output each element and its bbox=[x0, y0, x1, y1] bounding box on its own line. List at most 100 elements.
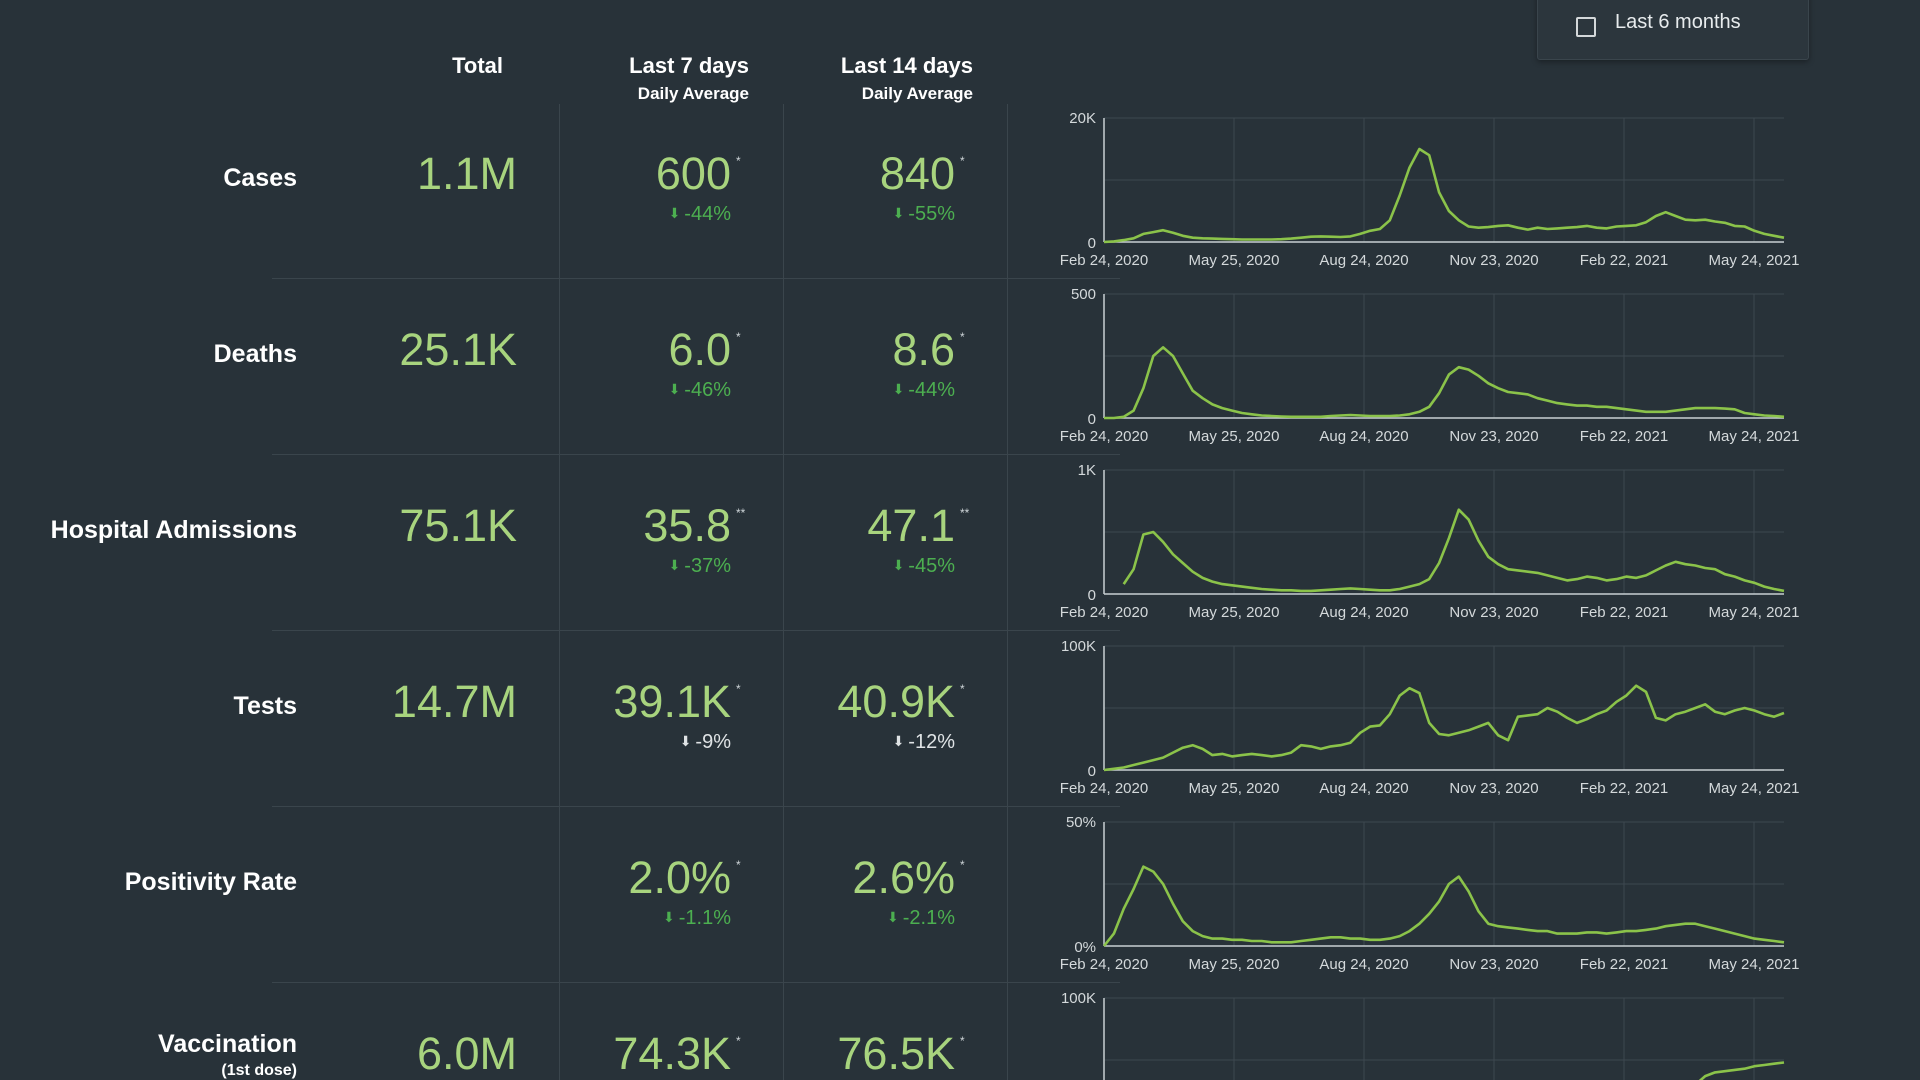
series-line-positivity-rate bbox=[1102, 865, 1785, 947]
last-6-months-label[interactable]: Last 6 months bbox=[1615, 11, 1741, 33]
hospital-admissions-trend-chart: 0 1K Feb 24, 2020 May 25, 2020 Aug 24, 2020 N… bbox=[1060, 462, 1800, 621]
y-tick-label: 0 bbox=[1088, 587, 1096, 604]
y-tick-label: 100K bbox=[1061, 990, 1096, 1007]
down-arrow-icon: ⬇ bbox=[668, 557, 681, 573]
last7-change-hospital-admissions: ⬇ -37% bbox=[668, 555, 731, 577]
last14-value-deaths: 8.6 bbox=[892, 324, 955, 375]
x-tick-label: Feb 22, 2021 bbox=[1580, 780, 1668, 797]
y-tick-label: 500 bbox=[1071, 286, 1096, 303]
last7-value-deaths: 6.0 bbox=[668, 324, 731, 375]
cases-trend-chart: 0 20K Feb 24, 2020 May 25, 2020 Aug 24, 2020… bbox=[1060, 110, 1800, 269]
footnote-mark: * bbox=[960, 858, 965, 872]
total-value-deaths: 25.1K bbox=[399, 324, 517, 375]
x-tick-label: Feb 24, 2020 bbox=[1060, 604, 1148, 621]
column-header-last-14-days: Last 14 days Daily Average bbox=[840, 53, 973, 103]
row-divider bbox=[272, 806, 1120, 807]
column-divider bbox=[783, 104, 784, 1080]
row-divider bbox=[272, 982, 1120, 983]
x-tick-label: Feb 24, 2020 bbox=[1060, 956, 1148, 973]
footnote-mark: * bbox=[960, 330, 965, 344]
last14-value-positivity-rate: 2.6% bbox=[852, 852, 955, 903]
y-tick-label: 1K bbox=[1078, 462, 1096, 479]
vaccination-trend-chart: 100K bbox=[1061, 990, 1785, 1080]
column-divider bbox=[1007, 104, 1008, 1080]
y-tick-label: 0% bbox=[1074, 939, 1096, 956]
x-tick-label: Feb 24, 2020 bbox=[1060, 252, 1148, 269]
x-tick-label: Feb 24, 2020 bbox=[1060, 780, 1148, 797]
metric-sublabel-vaccination: (1st dose) bbox=[221, 1062, 297, 1079]
y-tick-label: 0 bbox=[1088, 763, 1096, 780]
last-6-months-checkbox[interactable] bbox=[1576, 17, 1596, 37]
x-tick-label: May 24, 2021 bbox=[1709, 428, 1800, 445]
last14-change-positivity-rate: ⬇ -2.1% bbox=[887, 907, 955, 929]
last7-change-deaths: ⬇ -46% bbox=[668, 379, 731, 401]
metric-label-cases: Cases bbox=[223, 164, 297, 192]
x-tick-label: Feb 22, 2021 bbox=[1580, 428, 1668, 445]
down-arrow-icon: ⬇ bbox=[892, 733, 905, 749]
last14-change-deaths: ⬇ -44% bbox=[892, 379, 955, 401]
x-tick-label: Nov 23, 2020 bbox=[1449, 252, 1538, 269]
x-tick-label: Nov 23, 2020 bbox=[1449, 428, 1538, 445]
x-tick-label: Aug 24, 2020 bbox=[1319, 428, 1408, 445]
footnote-mark: * bbox=[736, 682, 741, 696]
metric-label-positivity-rate: Positivity Rate bbox=[124, 868, 297, 896]
down-arrow-icon: ⬇ bbox=[668, 381, 681, 397]
tests-trend-chart: 0 100K Feb 24, 2020 May 25, 2020 Aug 24, 202… bbox=[1060, 638, 1800, 797]
x-tick-label: May 25, 2020 bbox=[1189, 604, 1280, 621]
down-arrow-icon: ⬇ bbox=[892, 205, 905, 221]
x-tick-label: Feb 22, 2021 bbox=[1580, 956, 1668, 973]
x-tick-label: May 24, 2021 bbox=[1709, 956, 1800, 973]
footnote-mark: ** bbox=[960, 506, 970, 520]
y-tick-label: 0 bbox=[1088, 411, 1096, 428]
positivity-rate-trend-chart: 0% 50% Feb 24, 2020 May 25, 2020 Aug 24, 202… bbox=[1060, 814, 1800, 973]
metric-label-vaccination: Vaccination bbox=[158, 1030, 297, 1058]
column-divider bbox=[559, 104, 560, 1080]
down-arrow-icon: ⬇ bbox=[668, 205, 681, 221]
last7-value-cases: 600 bbox=[655, 148, 731, 199]
last7-value-positivity-rate: 2.0% bbox=[628, 852, 731, 903]
x-tick-label: May 25, 2020 bbox=[1189, 956, 1280, 973]
x-tick-label: Aug 24, 2020 bbox=[1319, 252, 1408, 269]
row-divider bbox=[272, 278, 1120, 279]
column-header-last-7-days: Last 7 days Daily Average bbox=[629, 53, 749, 103]
x-tick-label: Nov 23, 2020 bbox=[1449, 780, 1538, 797]
last7-value-hospital-admissions: 35.8 bbox=[643, 500, 731, 551]
footnote-mark: * bbox=[736, 1034, 741, 1048]
footnote-mark: * bbox=[736, 330, 741, 344]
x-tick-label: Nov 23, 2020 bbox=[1449, 956, 1538, 973]
total-value-vaccination: 6.0M bbox=[416, 1028, 517, 1079]
down-arrow-icon: ⬇ bbox=[892, 557, 905, 573]
x-tick-label: Aug 24, 2020 bbox=[1319, 604, 1408, 621]
x-tick-label: Feb 22, 2021 bbox=[1580, 252, 1668, 269]
series-line-tests bbox=[1103, 684, 1785, 772]
footnote-mark: * bbox=[736, 154, 741, 168]
last7-change-cases: ⬇ -44% bbox=[668, 203, 731, 225]
y-tick-label: 20K bbox=[1069, 110, 1096, 127]
x-tick-label: Aug 24, 2020 bbox=[1319, 956, 1408, 973]
down-arrow-icon: ⬇ bbox=[679, 733, 692, 749]
y-tick-label: 50% bbox=[1066, 814, 1096, 831]
deaths-trend-chart: 0 500 Feb 24, 2020 May 25, 2020 Aug 24, 2020… bbox=[1060, 286, 1800, 445]
x-tick-label: Feb 24, 2020 bbox=[1060, 428, 1148, 445]
footnote-mark: * bbox=[736, 858, 741, 872]
row-divider bbox=[272, 630, 1120, 631]
y-tick-label: 0 bbox=[1088, 235, 1096, 252]
footnote-mark: * bbox=[960, 154, 965, 168]
down-arrow-icon: ⬇ bbox=[663, 909, 675, 925]
x-tick-label: May 24, 2021 bbox=[1709, 780, 1800, 797]
series-line-hospital-admissions bbox=[1122, 508, 1785, 593]
series-line-vaccination bbox=[1698, 1061, 1785, 1080]
last14-value-vaccination: 76.5K bbox=[837, 1028, 955, 1079]
last14-change-hospital-admissions: ⬇ -45% bbox=[892, 555, 955, 577]
last14-change-cases: ⬇ -55% bbox=[892, 203, 955, 225]
metric-label-hospital-admissions: Hospital Admissions bbox=[50, 516, 297, 544]
date-filter: Last 6 months bbox=[1537, 0, 1809, 60]
last14-value-cases: 840 bbox=[879, 148, 955, 199]
y-tick-label: 100K bbox=[1061, 638, 1096, 655]
footnote-mark: * bbox=[960, 1034, 965, 1048]
x-tick-label: Nov 23, 2020 bbox=[1449, 604, 1538, 621]
row-divider bbox=[272, 454, 1120, 455]
x-tick-label: May 24, 2021 bbox=[1709, 604, 1800, 621]
last14-value-tests: 40.9K bbox=[837, 676, 955, 727]
last7-value-tests: 39.1K bbox=[613, 676, 731, 727]
